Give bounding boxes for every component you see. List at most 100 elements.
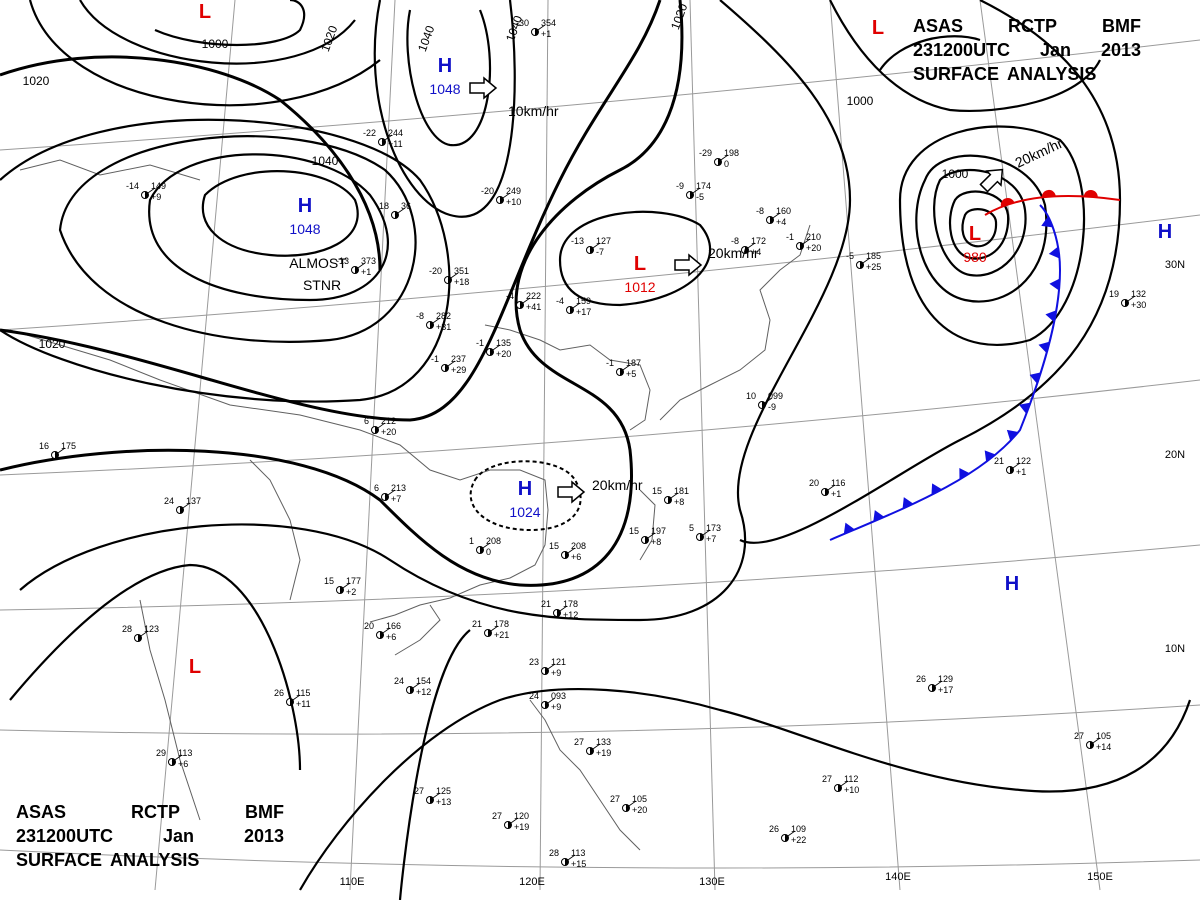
station-temperature: 21 — [472, 619, 482, 629]
isobar-label: 1000 — [847, 94, 874, 108]
motion-vector: 20km/hr — [674, 245, 759, 277]
header-month: Jan — [1039, 40, 1072, 60]
station-temperature: -1 — [476, 338, 484, 348]
station-temperature: 26 — [274, 688, 284, 698]
station-pressure: 166 — [386, 621, 401, 631]
station-plot: -20 351+18 — [429, 266, 469, 287]
high-pressure-center: H — [1005, 573, 1019, 595]
latitude-line — [0, 39, 1200, 151]
station-pressure: 213 — [391, 483, 406, 493]
station-pressure-tendency: +6 — [178, 759, 188, 769]
header-line-3: SURFACE ANALYSIS — [913, 62, 1141, 86]
station-wind-barb-icon — [799, 238, 811, 247]
station-plot: 20 166+6 — [364, 621, 401, 642]
station-pressure: 116 — [831, 478, 845, 488]
center-symbol: L — [634, 253, 646, 275]
station-wind-barb-icon — [689, 187, 701, 196]
station-plot: -8 172+4 — [731, 236, 766, 257]
warm-front-semicircle-icon — [1041, 189, 1056, 198]
station-pressure: 159 — [576, 296, 591, 306]
station-temperature: -8 — [731, 236, 739, 246]
station-pressure-tendency: +18 — [454, 277, 469, 287]
isobar-south — [398, 629, 471, 900]
station-wind-barb-icon — [381, 134, 393, 143]
station-pressure-tendency: -7 — [596, 247, 604, 257]
header-type-a: SURFACE — [913, 64, 1000, 84]
station-temperature: -20 — [429, 266, 442, 276]
header-time: 231200UTC — [913, 40, 1011, 60]
latitude-line — [0, 379, 1200, 476]
station-pressure-tendency: +17 — [938, 685, 953, 695]
station-plot: 21 178+21 — [472, 619, 509, 640]
station-pressure: 244 — [388, 128, 403, 138]
cold-front-triangle-icon — [1019, 402, 1031, 414]
isobar-label: 1040 — [312, 154, 339, 168]
station-wind-barb-icon — [444, 360, 456, 369]
station-temperature: 26 — [769, 824, 779, 834]
station-wind-barb-icon — [744, 242, 756, 251]
station-plot: -4 159+17 — [556, 296, 591, 317]
motion-arrow-icon — [557, 480, 586, 504]
station-wind-barb-icon — [519, 297, 531, 306]
station-temperature: 21 — [994, 456, 1004, 466]
station-pressure-tendency: +15 — [571, 859, 586, 869]
header-line-2: 231200UTC Jan 2013 — [16, 824, 284, 848]
header-agency: ASAS — [913, 16, 964, 36]
station-pressure: 198 — [724, 148, 739, 158]
motion-arrow-icon — [674, 253, 703, 277]
station-wind-barb-icon — [589, 242, 601, 251]
station-pressure: 105 — [632, 794, 647, 804]
station-wind-barb-icon — [144, 187, 156, 196]
isobar-980-a — [933, 168, 1027, 277]
station-wind-barb-icon — [625, 800, 637, 809]
japan-coast — [659, 224, 811, 421]
longitude-line — [539, 0, 549, 891]
station-plot: -1 237+29 — [431, 354, 466, 375]
station-pressure-tendency: +20 — [806, 243, 821, 253]
station-pressure-tendency: +41 — [526, 302, 541, 312]
station-plot: 29 113+6 — [156, 748, 192, 769]
station-pressure: 174 — [696, 181, 711, 191]
header-year: 2013 — [243, 826, 284, 846]
motion-vector: 20km/hr — [557, 477, 643, 504]
station-plot: 15 177+2 — [324, 576, 361, 597]
header-station: RCTP — [1008, 16, 1057, 36]
station-pressure-tendency: +20 — [632, 805, 647, 815]
header-agency: ASAS — [16, 802, 67, 822]
center-symbol: H — [298, 195, 312, 217]
station-pressure: 115 — [296, 688, 310, 698]
isobar-south-long — [299, 688, 1192, 891]
station-pressure-tendency: +30 — [1131, 300, 1146, 310]
isobar-label: 1020 — [23, 74, 50, 88]
station-wind-barb-icon — [409, 682, 421, 691]
station-pressure-tendency: +7 — [706, 534, 716, 544]
center-pressure-value: 1012 — [624, 279, 655, 295]
station-temperature: -30 — [516, 18, 529, 28]
station-pressure-tendency: +1 — [361, 267, 371, 277]
cold-front-triangle-icon — [873, 510, 885, 522]
cold-front-triangle-icon — [1048, 246, 1060, 259]
isobar-west-d — [0, 118, 451, 403]
station-temperature: 15 — [652, 486, 662, 496]
station-pressure-tendency: +11 — [388, 139, 403, 149]
station-pressure-tendency: +29 — [451, 365, 466, 375]
station-pressure: 175 — [61, 441, 76, 451]
isobar-1000-low — [915, 154, 1048, 303]
station-temperature: 24 — [394, 676, 404, 686]
station-wind-barb-icon — [354, 262, 366, 271]
korea-coast — [484, 324, 651, 431]
hainan-coast — [394, 604, 441, 656]
longitude-line — [154, 0, 236, 891]
isobar-east — [739, 0, 1122, 544]
station-pressure: 135 — [496, 338, 511, 348]
warm-front-semicircle-icon — [1083, 189, 1098, 198]
latitude-label: 20N — [1165, 449, 1185, 461]
longitude-line — [979, 0, 1101, 891]
motion-speed-label: 20km/hr — [708, 245, 759, 261]
station-temperature: 21 — [541, 599, 551, 609]
station-plot: 27 105+20 — [610, 794, 647, 815]
station-plot: 5 173+7 — [689, 523, 721, 544]
station-pressure-tendency: +9 — [551, 702, 561, 712]
station-pressure: 122 — [1016, 456, 1031, 466]
